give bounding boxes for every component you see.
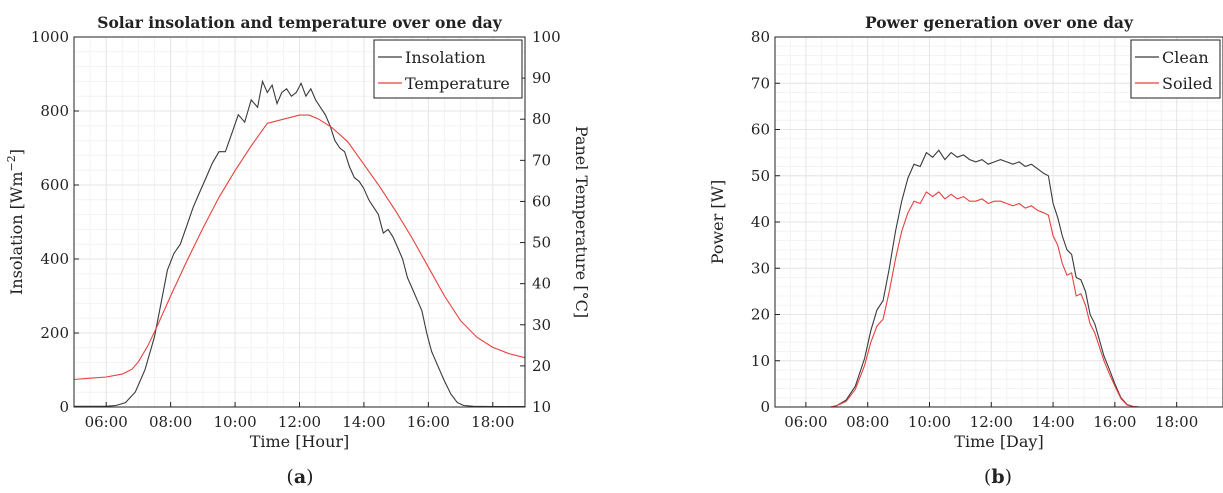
x-tick-label: 14:00 — [342, 413, 385, 431]
right-y-tick-label: 100 — [532, 28, 561, 46]
panel-b-y-axis-label: Power [W] — [708, 180, 727, 265]
x-tick-label: 08:00 — [149, 413, 192, 431]
legend-box — [373, 39, 523, 99]
panel-a-caption: (a) — [286, 466, 313, 488]
right-y-tick-label: 80 — [532, 110, 551, 128]
y-tick-label: 10 — [751, 352, 770, 370]
panel-b-caption-close: ) — [1005, 466, 1012, 488]
panel-a-y-axis-label: Insolation [Wm−2] — [5, 149, 26, 295]
legend-box — [1130, 39, 1221, 99]
y-tick-label: 1000 — [31, 28, 69, 46]
x-tick-label: 08:00 — [846, 413, 889, 431]
x-tick-label: 18:00 — [471, 413, 514, 431]
right-y-tick-label: 50 — [532, 234, 551, 252]
y-tick-label: 0 — [59, 398, 69, 416]
panel-b-ticks: 06:00 08:00 10:00 12:00 14:00 16:00 18:00 0 10 20… — [751, 28, 1198, 431]
right-y-tick-label: 40 — [532, 275, 551, 293]
x-tick-label: 06:00 — [85, 413, 128, 431]
series-line-insolation — [74, 79, 525, 408]
y-tick-label: 600 — [40, 176, 69, 194]
x-tick-label: 16:00 — [1093, 413, 1136, 431]
legend-label-temperature: Temperature — [405, 74, 510, 93]
panel-b-title: Power generation over one day — [865, 13, 1134, 32]
y-tick-label: 70 — [751, 74, 770, 92]
y-tick-label: 400 — [40, 250, 69, 268]
panel-a-right-y-axis-label: Panel Temperature [°C] — [572, 126, 591, 318]
panel-b-caption: (b) — [984, 466, 1012, 488]
right-y-tick-label: 20 — [532, 357, 551, 375]
panel-a-caption-letter: a — [294, 466, 306, 488]
x-tick-label: 18:00 — [1155, 413, 1198, 431]
legend-label-clean: Clean — [1162, 48, 1209, 67]
panel-a-grid — [74, 36, 525, 408]
legend-label-soiled: Soiled — [1162, 74, 1213, 93]
y-tick-label: 20 — [751, 306, 770, 324]
panel-a-title: Solar insolation and temperature over on… — [97, 13, 502, 32]
y-axis-label-exponent: −2 — [5, 155, 18, 171]
x-tick-label: 10:00 — [908, 413, 951, 431]
panel-a-caption-open: ( — [286, 466, 293, 488]
x-tick-label: 06:00 — [784, 413, 827, 431]
panel-b-series — [775, 149, 1223, 408]
right-y-tick-label: 10 — [532, 398, 551, 416]
right-y-tick-label: 30 — [532, 316, 551, 334]
y-tick-label: 80 — [751, 28, 770, 46]
panel-b-caption-open: ( — [984, 466, 991, 488]
panel-a-caption-close: ) — [306, 466, 313, 488]
x-tick-label: 12:00 — [970, 413, 1013, 431]
right-y-tick-label: 90 — [532, 69, 551, 87]
panel-b-x-axis-label: Time [Day] — [954, 432, 1043, 451]
x-tick-label: 10:00 — [213, 413, 256, 431]
series-line-temperature — [73, 114, 526, 381]
series-line-soiled — [775, 191, 1223, 408]
y-axis-label-main: Insolation [Wm — [7, 171, 26, 295]
panel-a-legend: Insolation Temperature — [373, 39, 523, 99]
panel-b-legend: Clean Soiled — [1130, 39, 1221, 99]
series-line-clean — [775, 149, 1223, 408]
y-tick-label: 60 — [751, 121, 770, 139]
y-tick-label: 30 — [751, 259, 770, 277]
panel-b: 06:00 08:00 10:00 12:00 14:00 16:00 18:00 0 10 20… — [708, 13, 1223, 488]
panel-a: 06:00 08:00 10:00 12:00 14:00 16:00 18:00 0 200 4… — [5, 13, 591, 488]
y-tick-label: 50 — [751, 167, 770, 185]
panel-b-caption-letter: b — [991, 466, 1004, 488]
y-tick-label: 800 — [40, 102, 69, 120]
panel-a-ticks: 06:00 08:00 10:00 12:00 14:00 16:00 18:00 0 200 4… — [31, 28, 561, 431]
right-y-tick-label: 70 — [532, 151, 551, 169]
y-tick-label: 0 — [760, 398, 770, 416]
y-tick-label: 40 — [751, 213, 770, 231]
y-tick-label: 200 — [40, 324, 69, 342]
y-axis-label-close: ] — [7, 149, 26, 155]
panel-a-series — [73, 79, 526, 408]
x-tick-label: 14:00 — [1031, 413, 1074, 431]
x-tick-label: 16:00 — [407, 413, 450, 431]
panel-a-x-axis-label: Time [Hour] — [250, 432, 350, 451]
legend-label-insolation: Insolation — [405, 48, 486, 67]
right-y-tick-label: 60 — [532, 192, 551, 210]
x-tick-label: 12:00 — [278, 413, 321, 431]
